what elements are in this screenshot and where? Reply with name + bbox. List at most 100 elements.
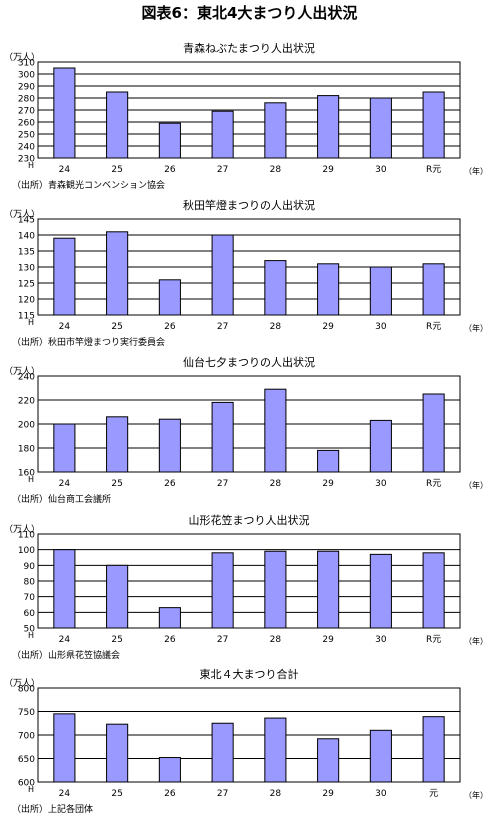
x-tick-label: 28 [270,479,282,489]
chart-title: 山形花笠まつり人出状況 [189,513,310,527]
y-tick-label: 700 [18,732,35,742]
x-tick-label: 28 [270,635,282,645]
x-tick-label: 24 [59,635,71,645]
source-note: （出所）青森観光コンベンション協会 [12,179,165,191]
bar-30 [369,553,392,629]
x-tick-label: 24 [59,165,71,175]
bar-24 [53,67,76,159]
y-tick-label: 650 [18,755,35,765]
bar-30 [369,729,392,783]
bar-R元 [422,552,445,629]
y-axis-label: （万人） [4,366,40,377]
y-tick-label: 80 [24,578,36,588]
era-label: H [28,631,34,640]
bar-25 [106,416,129,473]
source-note: （出所）秋田市竿燈まつり実行委員会 [12,336,165,348]
source-note: （出所）仙台商工会議所 [12,493,111,505]
y-axis-label: （万人） [4,52,40,63]
bar-24 [53,549,76,629]
y-tick-label: 180 [18,445,35,455]
plot-area [37,533,461,629]
bar-28 [264,102,287,159]
page-title: 図表6：東北4大まつり人出状況 [141,4,358,22]
x-tick-label: 26 [164,479,176,489]
bar-28 [264,550,287,629]
y-tick-label: 140 [18,232,35,242]
bar-28 [264,388,287,473]
bar-元 [422,716,445,783]
plot-area [37,687,461,783]
x-tick-label: R元 [426,479,441,489]
y-tick-label: 310 [18,59,35,69]
x-tick-label: 28 [270,322,282,332]
x-tick-label: 26 [164,635,176,645]
x-tick-label: 24 [59,789,71,799]
y-tick-label: 240 [18,373,35,383]
x-tick-label: 24 [59,479,71,489]
y-tick-label: 300 [18,71,35,81]
x-tick-label: 29 [322,165,334,175]
plot-area [37,61,461,159]
bar-25 [106,564,129,629]
x-axis-label: （年） [464,480,488,490]
chart-title: 青森ねぶたまつり人出状況 [183,41,315,55]
bar-29 [317,263,340,316]
y-tick-label: 220 [18,397,35,407]
chart-akita-kanto: 秋田竿燈まつりの人出状況 （万人） 115 120 125 130 135 140 145 24 2… [4,198,488,348]
y-tick-label: 115 [18,312,35,322]
x-tick-label: 25 [111,322,122,332]
source-note: （出所）上記各団体 [12,803,93,815]
x-axis-label: （年） [464,166,488,176]
x-tick-label: R元 [426,165,441,175]
bar-30 [369,97,392,159]
x-tick-label: 26 [164,322,176,332]
source-note: （出所）山形県花笠協議会 [12,649,120,661]
x-tick-label: 29 [322,479,334,489]
x-tick-label: 30 [375,165,387,175]
y-tick-label: 800 [18,685,35,695]
bar-29 [317,550,340,629]
plot-area [37,218,461,316]
x-tick-label: 26 [164,789,176,799]
y-tick-label: 200 [18,421,35,431]
x-tick-label: 29 [322,322,334,332]
chart-title: 東北４大まつり合計 [200,667,299,681]
y-tick-label: 290 [18,83,35,93]
bar-29 [317,738,340,783]
y-tick-label: 120 [18,296,35,306]
bar-26 [158,607,181,629]
bar-27 [211,722,234,783]
x-tick-label: 30 [375,479,387,489]
x-tick-label: 27 [217,789,228,799]
x-tick-label: R元 [426,635,441,645]
y-tick-label: 100 [18,546,35,556]
chart-tohoku-total: 東北４大まつり合計 （万人） 600 650 700 750 800 24 25 26 27 28 29… [4,667,488,815]
bar-27 [211,234,234,316]
y-tick-label: 135 [18,248,35,258]
y-tick-label: 280 [18,95,35,105]
bar-24 [53,713,76,783]
chart-title: 秋田竿燈まつりの人出状況 [183,198,315,212]
era-label: H [28,785,34,794]
era-label: H [28,161,34,170]
chart-aomori-nebuta: 青森ねぶたまつり人出状況 （万人） 230 240 250 260 270 280 290 300… [4,41,488,191]
x-axis-label: （年） [464,790,488,800]
x-tick-label: 27 [217,165,228,175]
bar-25 [106,231,129,316]
bar-28 [264,260,287,316]
bar-30 [369,266,392,316]
bar-28 [264,717,287,783]
bar-24 [53,237,76,316]
x-tick-label: 27 [217,322,228,332]
bar-27 [211,401,234,473]
bar-R元 [422,263,445,316]
bar-26 [158,757,181,783]
x-tick-label: 30 [375,635,387,645]
y-tick-label: 125 [18,280,35,290]
bar-29 [317,449,340,473]
y-tick-label: 270 [18,107,35,117]
bar-25 [106,91,129,159]
plot-area [37,375,461,473]
y-tick-label: 60 [24,609,36,619]
x-tick-label: 26 [164,165,176,175]
